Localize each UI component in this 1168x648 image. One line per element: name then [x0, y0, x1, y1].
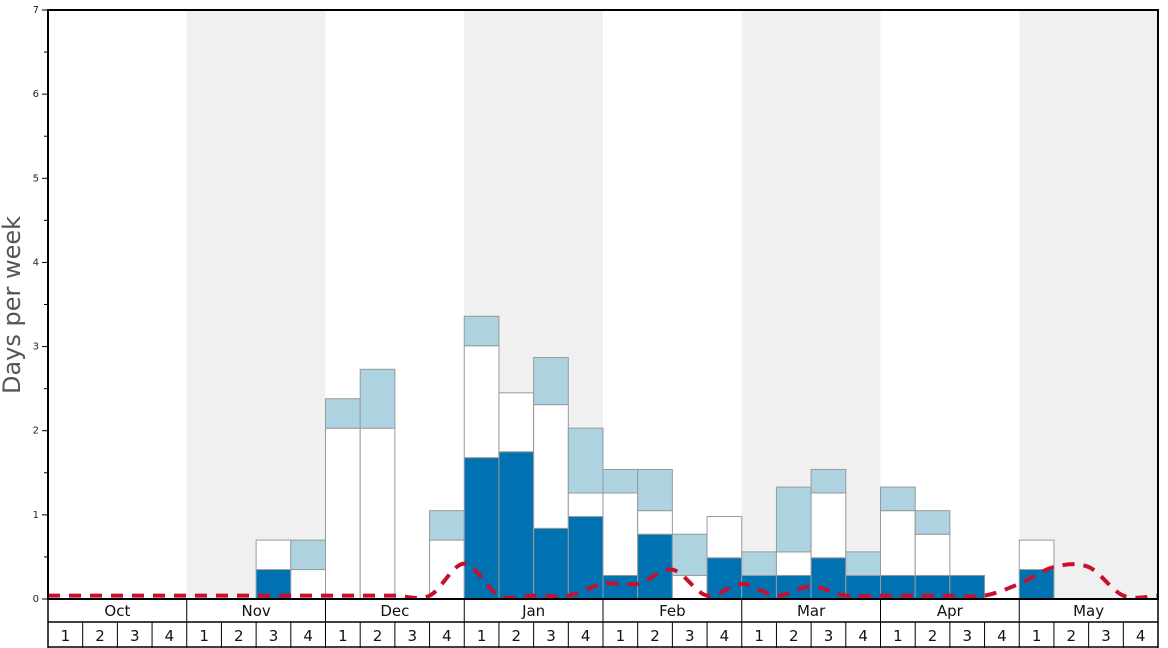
week-label: 2: [234, 627, 244, 645]
bar-bottom: [463, 457, 500, 600]
month-label: Jan: [521, 602, 545, 620]
week-label: 4: [442, 627, 452, 645]
bar-middle: [706, 516, 743, 559]
bar-middle: [463, 345, 500, 459]
bar-bottom: [602, 574, 639, 600]
y-tick-label: 5: [33, 173, 39, 184]
y-tick-label: 0: [33, 594, 39, 605]
x-axis: Oct 1 2 3 4 Nov 1 2 3 4 Dec 1 2 3 4 Jan 1 2 3 4 Feb 1 2 3 4 Mar 1 2…: [47, 599, 1159, 648]
bar-top: [810, 468, 847, 494]
week-label: 1: [338, 627, 348, 645]
bar-top: [741, 551, 777, 576]
week-label: 2: [95, 627, 105, 645]
bar-bottom: [741, 574, 777, 600]
week-label: 3: [407, 627, 417, 645]
week-label: 1: [754, 627, 764, 645]
y-tick-label: 6: [33, 89, 39, 100]
month-label: Feb: [659, 602, 686, 620]
week-label: 1: [893, 627, 903, 645]
bar-top: [602, 468, 639, 494]
week-label: 1: [616, 627, 626, 645]
average-line-layer: [48, 561, 1159, 600]
week-label: 4: [581, 627, 591, 645]
week-label: 4: [997, 627, 1007, 645]
week-label: 2: [789, 627, 799, 645]
bar-middle: [775, 551, 812, 576]
bar-middle: [810, 492, 847, 559]
bar-bottom: [637, 533, 673, 600]
week-label: 3: [269, 627, 279, 645]
week-label: 4: [165, 627, 175, 645]
bar-middle: [567, 492, 604, 518]
bar-top: [359, 368, 396, 429]
bar-middle: [325, 427, 361, 600]
week-label: 2: [512, 627, 522, 645]
week-label: 4: [303, 627, 313, 645]
bar-middle: [880, 510, 916, 576]
month-label: Mar: [797, 602, 826, 620]
bar-middle: [914, 533, 951, 576]
bar-top: [533, 357, 569, 406]
bar-middle: [498, 392, 535, 453]
week-label: 4: [1136, 627, 1146, 645]
month-label: May: [1073, 602, 1104, 620]
bar-middle: [1018, 539, 1055, 571]
month-label: Oct: [104, 602, 130, 620]
bar-top: [845, 551, 881, 576]
week-label: 2: [650, 627, 660, 645]
week-label: 2: [373, 627, 383, 645]
y-axis-label: Days per week: [0, 216, 26, 394]
bar-top: [637, 468, 673, 512]
bar-middle: [637, 510, 673, 535]
bar-top: [775, 486, 812, 553]
bar-bottom: [1018, 569, 1055, 600]
bar-middle: [602, 492, 639, 576]
y-tick-label: 7: [33, 5, 39, 16]
bar-top: [429, 510, 465, 541]
bar-top: [463, 315, 500, 347]
bar-top: [290, 539, 326, 571]
week-label: 1: [477, 627, 487, 645]
month-label: Apr: [937, 602, 964, 620]
month-label: Nov: [241, 602, 270, 620]
week-label: 3: [1101, 627, 1111, 645]
bar-top: [880, 486, 916, 512]
bar-bottom: [533, 527, 569, 600]
month-shading: [186, 10, 1158, 599]
month-shade: [1019, 10, 1158, 599]
y-tick-label: 4: [33, 257, 39, 268]
y-tick-label: 3: [33, 342, 39, 353]
week-label: 1: [199, 627, 209, 645]
month-shade: [186, 10, 326, 599]
y-tick-label: 2: [33, 426, 39, 437]
week-label: 4: [720, 627, 730, 645]
week-label: 1: [1032, 627, 1042, 645]
week-label: 3: [962, 627, 972, 645]
week-label: 3: [130, 627, 140, 645]
bar-top: [914, 510, 951, 535]
y-tick-label: 1: [33, 510, 39, 521]
bars-layer: [255, 315, 1055, 600]
week-label: 2: [928, 627, 938, 645]
y-axis: 0 1 2 3 4 5 6 7: [33, 5, 48, 605]
bar-middle: [255, 539, 292, 571]
average-line: [48, 561, 1159, 600]
week-label: 3: [824, 627, 834, 645]
bar-top: [567, 427, 604, 494]
week-label: 4: [858, 627, 868, 645]
bar-bottom: [498, 451, 535, 600]
bar-middle: [533, 404, 569, 529]
week-label: 3: [546, 627, 556, 645]
bar-middle: [359, 427, 396, 600]
month-label: Dec: [380, 602, 409, 620]
week-label: 2: [1067, 627, 1077, 645]
bar-top: [325, 398, 361, 429]
week-label: 1: [61, 627, 71, 645]
week-label: 3: [685, 627, 695, 645]
bar-top: [671, 533, 708, 576]
